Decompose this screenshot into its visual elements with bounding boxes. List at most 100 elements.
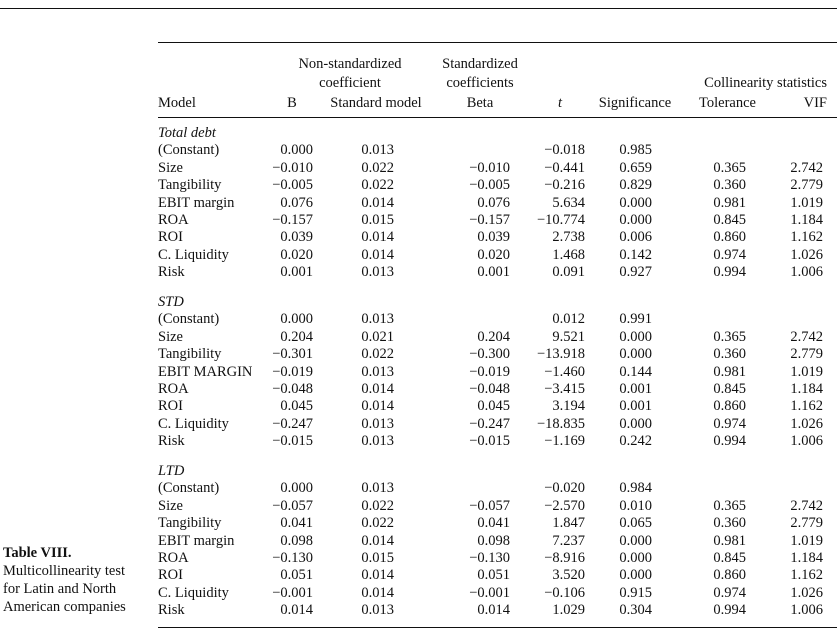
- cell-beta: −0.057: [469, 497, 510, 514]
- cell-model: ROI: [158, 229, 183, 246]
- cell-beta: −0.247: [469, 415, 510, 432]
- cell-significance: 0.065: [619, 515, 652, 532]
- cell-model: ROA: [158, 212, 189, 228]
- cell-significance: 0.001: [619, 381, 652, 397]
- cell-std-model: 0.015: [361, 212, 394, 228]
- cell-significance: 0.659: [619, 159, 652, 176]
- cell-vif: 1.026: [790, 246, 823, 263]
- cell-t: −0.216: [544, 177, 585, 194]
- cell-beta: −0.010: [469, 159, 510, 176]
- cell-model: Size: [158, 159, 183, 176]
- cell-significance: 0.927: [619, 264, 652, 281]
- cell-std-model: 0.022: [361, 346, 394, 363]
- cell-model: EBIT margin: [158, 532, 235, 549]
- cell-t: 0.012: [552, 311, 585, 328]
- cell-std-model: 0.013: [361, 142, 394, 159]
- cell-vif: 1.184: [790, 212, 823, 228]
- cell-significance: 0.991: [619, 311, 652, 328]
- cell-beta: −0.300: [469, 346, 510, 363]
- cell-std-model: 0.014: [361, 584, 394, 601]
- cell-beta: −0.130: [469, 550, 510, 566]
- cell-tolerance: 0.981: [713, 532, 746, 549]
- cell-std-model: 0.014: [361, 194, 394, 211]
- cell-beta: −0.005: [469, 177, 510, 194]
- cell-b: −0.005: [272, 177, 313, 194]
- cell-model: Risk: [158, 433, 185, 450]
- cell-b: 0.041: [280, 515, 313, 532]
- cell-vif: 1.184: [790, 381, 823, 397]
- cell-t: 9.521: [552, 328, 585, 345]
- cell-std-model: 0.014: [361, 381, 394, 397]
- cell-t: 1.468: [552, 246, 585, 263]
- table-bottom-rule: [158, 627, 837, 628]
- header-collinearity: Collinearity statistics: [704, 75, 827, 91]
- cell-significance: 0.000: [619, 415, 652, 432]
- cell-vif: 1.162: [790, 398, 823, 415]
- cell-tolerance: 0.845: [713, 212, 746, 228]
- cell-vif: 1.026: [790, 584, 823, 601]
- cell-b: 0.204: [280, 328, 313, 345]
- cell-significance: 0.142: [619, 246, 652, 263]
- cell-b: 0.014: [280, 602, 313, 619]
- cell-model: (Constant): [158, 480, 220, 497]
- cell-model: EBIT margin: [158, 194, 235, 211]
- header-tolerance: Tolerance: [699, 95, 756, 111]
- cell-model: C. Liquidity: [158, 415, 229, 432]
- table-caption-line: American companies: [3, 599, 126, 615]
- cell-std-model: 0.014: [361, 567, 394, 584]
- header-b: B: [287, 95, 297, 111]
- cell-vif: 1.006: [790, 602, 823, 619]
- cell-significance: 0.915: [619, 584, 652, 601]
- cell-std-model: 0.021: [361, 328, 394, 345]
- cell-b: −0.001: [272, 584, 313, 601]
- cell-tolerance: 0.994: [713, 264, 746, 281]
- cell-std-model: 0.013: [361, 415, 394, 432]
- cell-beta: 0.014: [477, 602, 510, 619]
- cell-significance: 0.000: [619, 567, 652, 584]
- header-t: t: [557, 95, 563, 111]
- cell-std-model: 0.022: [361, 177, 394, 194]
- cell-b: −0.057: [272, 497, 313, 514]
- cell-significance: 0.000: [619, 550, 652, 566]
- cell-beta: −0.048: [469, 381, 510, 397]
- cell-t: −1.169: [544, 433, 585, 450]
- cell-model: C. Liquidity: [158, 584, 229, 601]
- cell-b: 0.051: [280, 567, 313, 584]
- header-standard-model: Standard model: [330, 95, 422, 111]
- cell-tolerance: 0.981: [713, 363, 746, 380]
- cell-significance: 0.010: [619, 497, 652, 514]
- cell-t: −18.835: [536, 415, 585, 432]
- header-nonstd-line1: Non-standardized: [298, 56, 402, 72]
- cell-t: 1.847: [552, 515, 585, 532]
- cell-tolerance: 0.360: [713, 515, 746, 532]
- cell-tolerance: 0.994: [713, 433, 746, 450]
- cell-model: (Constant): [158, 311, 220, 328]
- cell-b: 0.076: [280, 194, 313, 211]
- cell-t: 2.738: [552, 229, 585, 246]
- cell-b: 0.039: [280, 229, 313, 246]
- cell-significance: 0.984: [619, 480, 652, 497]
- cell-t: 1.029: [552, 602, 585, 619]
- header-beta: Beta: [466, 95, 494, 111]
- cell-t: 3.520: [552, 567, 585, 584]
- cell-vif: 2.742: [790, 497, 823, 514]
- cell-t: −13.918: [536, 346, 585, 363]
- cell-tolerance: 0.860: [713, 567, 746, 584]
- cell-std-model: 0.015: [361, 550, 394, 566]
- cell-model: C. Liquidity: [158, 246, 229, 263]
- header-model: Model: [158, 95, 196, 111]
- cell-beta: 0.076: [477, 194, 510, 211]
- header-nonstd-line2: coefficient: [319, 75, 381, 91]
- table-caption-title: Table VIII.: [3, 545, 72, 561]
- cell-std-model: 0.013: [361, 433, 394, 450]
- cell-beta: −0.001: [469, 584, 510, 601]
- cell-b: −0.015: [272, 433, 313, 450]
- cell-vif: 2.779: [790, 346, 823, 363]
- cell-vif: 1.162: [790, 567, 823, 584]
- cell-vif: 2.779: [790, 177, 823, 194]
- cell-std-model: 0.013: [361, 480, 394, 497]
- cell-tolerance: 0.860: [713, 398, 746, 415]
- cell-t: 3.194: [552, 398, 585, 415]
- cell-vif: 1.019: [790, 194, 823, 211]
- cell-model: Risk: [158, 264, 185, 281]
